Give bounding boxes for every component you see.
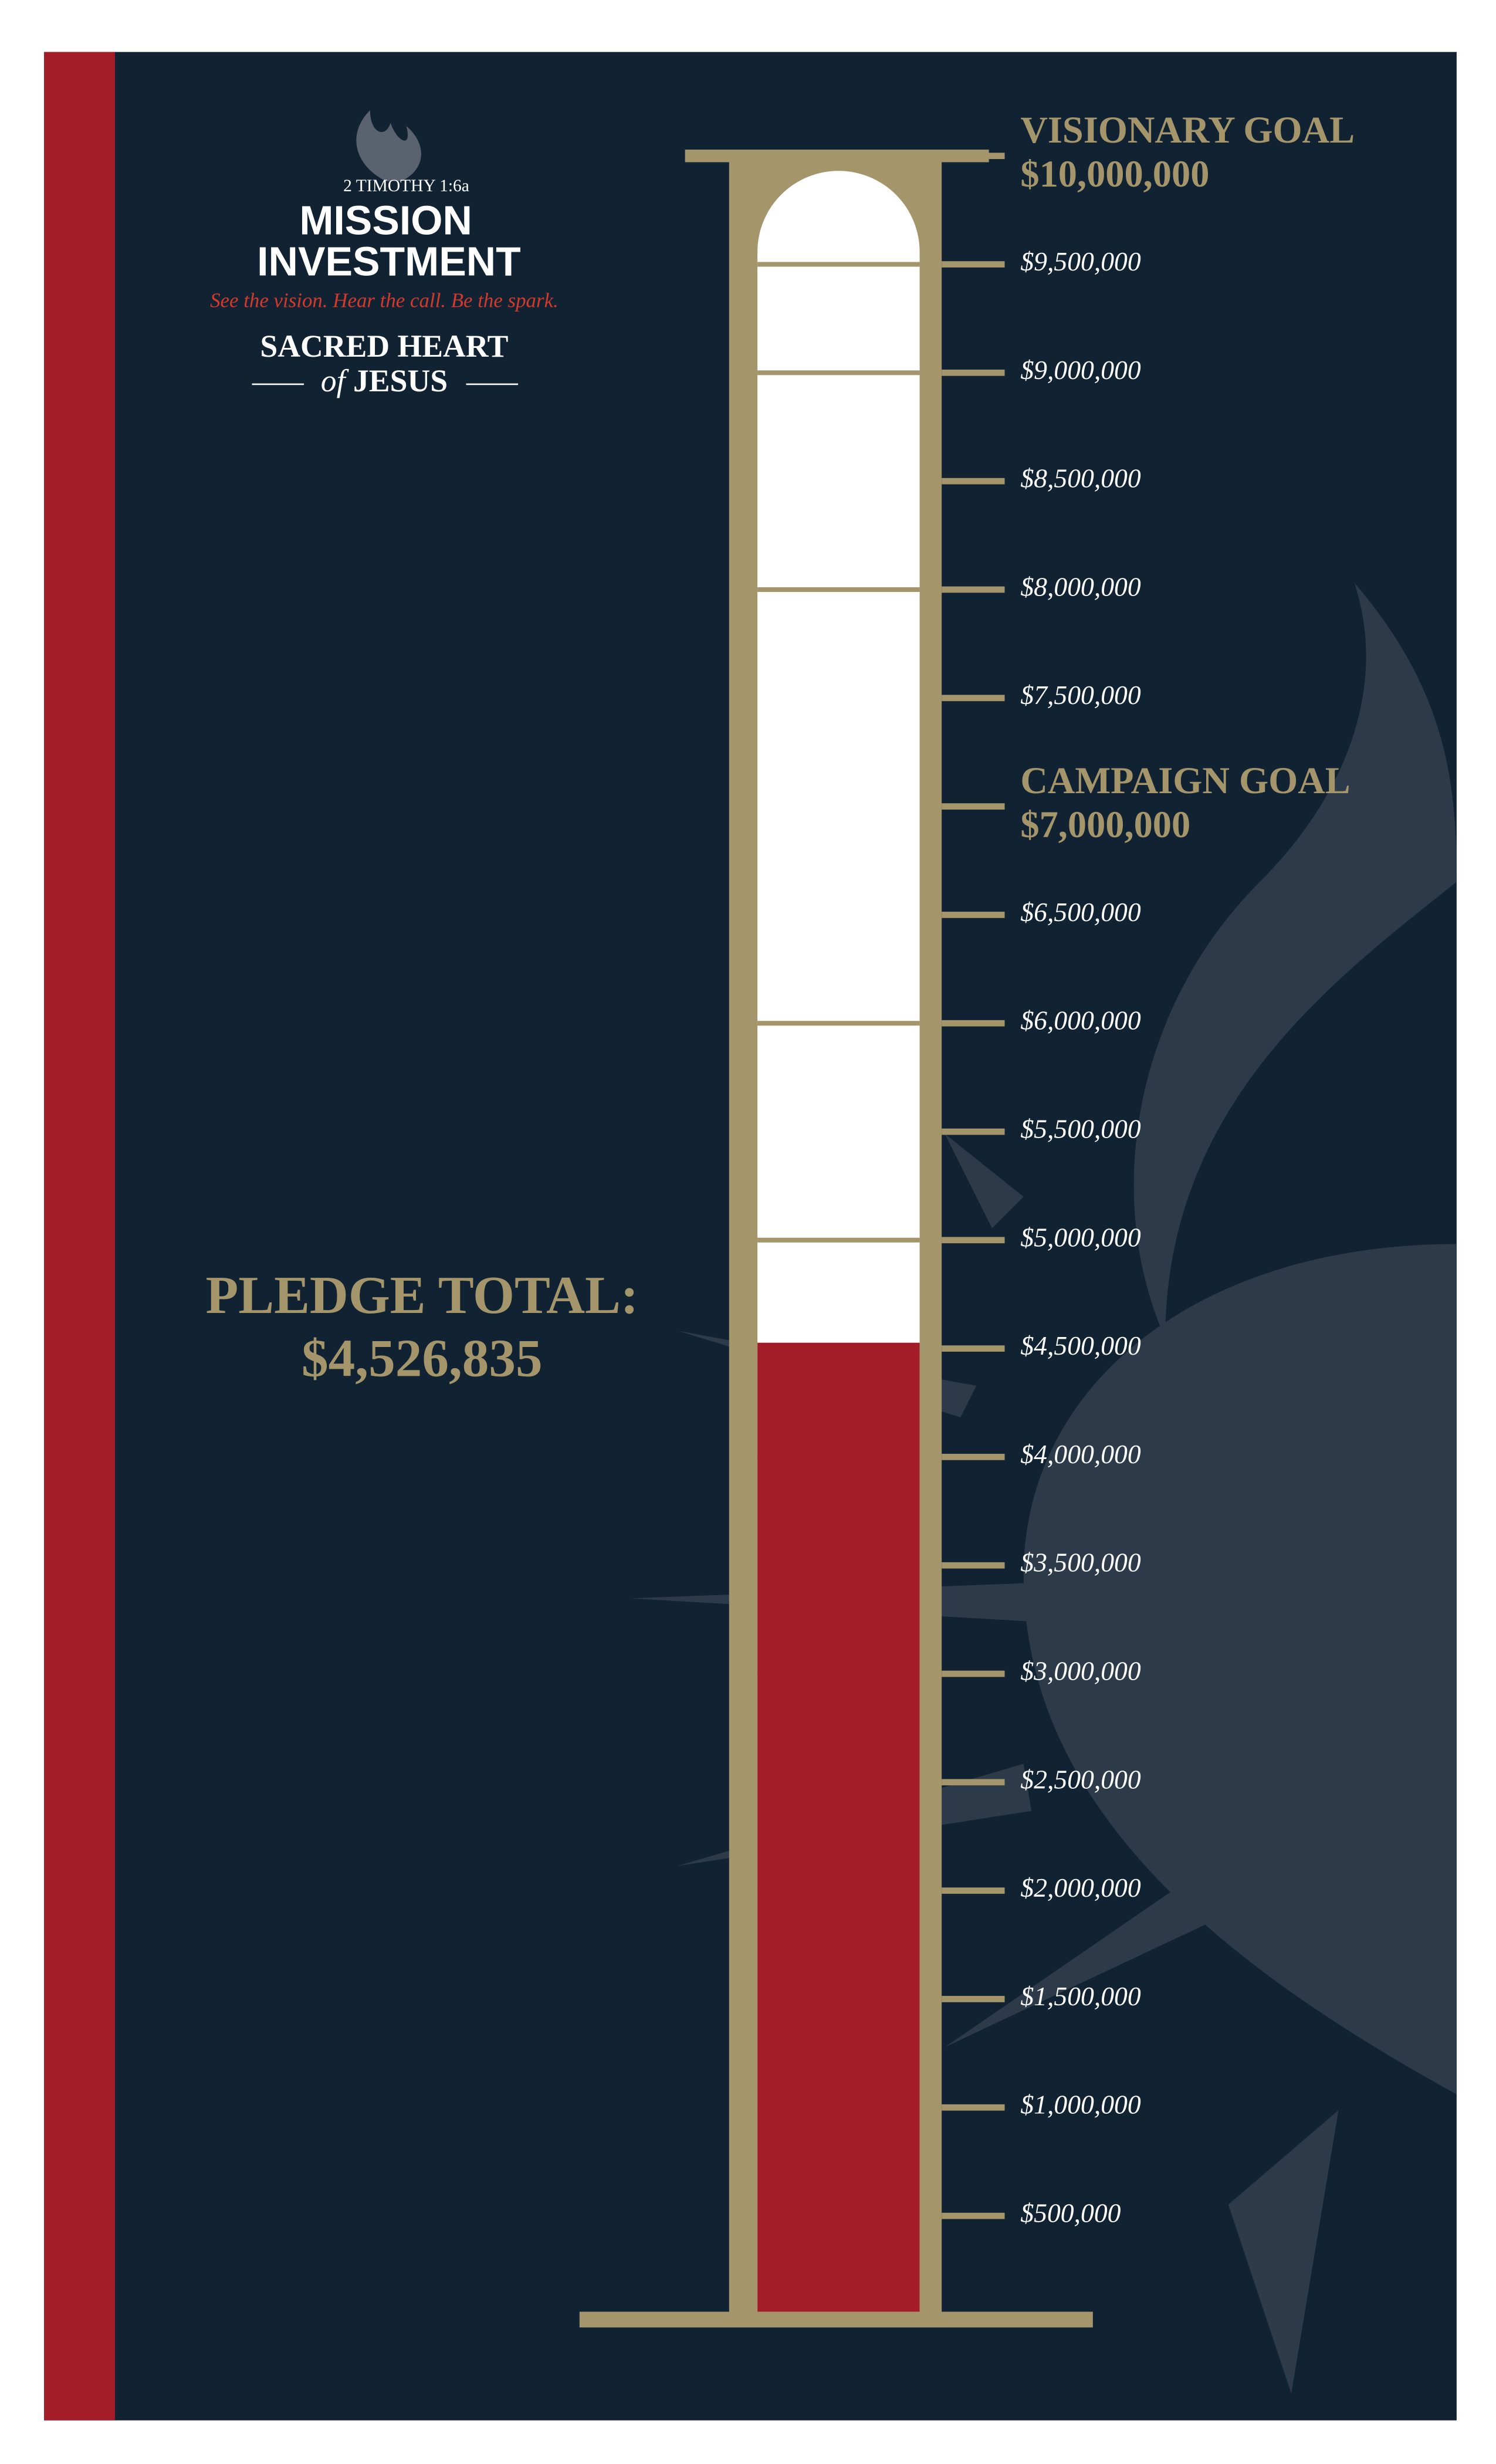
tick-label: $4,000,000	[1020, 1439, 1141, 1469]
goal-value: $10,000,000	[1020, 153, 1209, 195]
tick-label: $7,500,000	[1020, 680, 1141, 710]
tick-mark	[942, 912, 1005, 918]
logo-flame	[356, 110, 421, 181]
tick-mark	[942, 1237, 1005, 1244]
tick-label: $5,000,000	[1020, 1222, 1141, 1252]
tube-divider	[757, 587, 920, 593]
heart	[1023, 1244, 1457, 2095]
tick-label: $1,000,000	[1020, 2090, 1141, 2120]
tick-mark	[942, 1996, 1005, 2002]
parish-name: of JESUS	[321, 363, 448, 398]
tagline: See the vision. Hear the call. Be the sp…	[210, 289, 559, 312]
tick-label: $9,500,000	[1020, 246, 1141, 276]
tick-mark	[942, 586, 1005, 593]
goal-value: $7,000,000	[1020, 804, 1190, 845]
tick-label: $500,000	[1020, 2198, 1121, 2228]
tick-label: $2,500,000	[1020, 1764, 1141, 1794]
tick-mark	[942, 1887, 1005, 1894]
goal-name: VISIONARY GOAL	[1020, 109, 1355, 151]
goal-name: CAMPAIGN GOAL	[1020, 760, 1350, 801]
tick-mark	[942, 1670, 1005, 1677]
tick-label: $6,500,000	[1020, 897, 1141, 927]
tube-divider	[757, 1237, 920, 1243]
tick-label: $1,500,000	[1020, 1981, 1141, 2011]
flame	[1133, 583, 1457, 1339]
top-bar	[685, 150, 989, 163]
tick-mark	[942, 478, 1005, 485]
tick-label: $2,000,000	[1020, 1873, 1141, 1903]
rays	[629, 1133, 1339, 2394]
tick-mark	[942, 2104, 1005, 2111]
pledge-value: $4,526,835	[302, 1328, 543, 1387]
pledge-title: PLEDGE TOTAL:	[205, 1265, 638, 1325]
thermometer: $500,000 $1,000,000 $1,500,000 $2,000,000 $2…	[579, 109, 1355, 2328]
tick-mark	[942, 1345, 1005, 1352]
flame-decoration	[629, 583, 1457, 2394]
tick-mark	[942, 695, 1005, 702]
bottom-bar	[579, 2311, 1093, 2328]
tube-divider	[757, 262, 920, 267]
tube-divider	[757, 1021, 920, 1026]
red-strip	[44, 52, 115, 2421]
parish-of: of	[321, 363, 350, 398]
goal-mark	[942, 153, 1005, 160]
logo-flame-shape	[356, 110, 421, 181]
tick-label: $5,500,000	[1020, 1113, 1141, 1143]
tick-mark	[942, 1128, 1005, 1135]
tick-label: $4,500,000	[1020, 1331, 1141, 1360]
tube-divider	[757, 370, 920, 375]
tick-mark	[942, 1454, 1005, 1460]
parish: SACRED HEART	[260, 329, 508, 364]
logo-title: INVESTMENT	[257, 238, 521, 284]
tick-mark	[942, 261, 1005, 268]
logo-title: MISSION	[299, 198, 472, 243]
parish-jesus: JESUS	[353, 363, 448, 398]
tick-label: $6,000,000	[1020, 1006, 1141, 1035]
tick-mark	[942, 1562, 1005, 1569]
tick-label: $3,500,000	[1020, 1548, 1141, 1578]
pledge-fill	[757, 1342, 920, 2312]
tick-label: $8,500,000	[1020, 463, 1141, 493]
tick-mark	[942, 1020, 1005, 1027]
tick-label: $8,000,000	[1020, 571, 1141, 601]
tick-label: $3,000,000	[1020, 1656, 1141, 1686]
verse: 2 TIMOTHY 1:6a	[343, 177, 469, 195]
tick-mark	[942, 2212, 1005, 2219]
tick-mark	[942, 369, 1005, 376]
goal-mark	[942, 803, 1005, 810]
tick-label: $9,000,000	[1020, 355, 1141, 385]
tick-mark	[942, 1779, 1005, 1786]
